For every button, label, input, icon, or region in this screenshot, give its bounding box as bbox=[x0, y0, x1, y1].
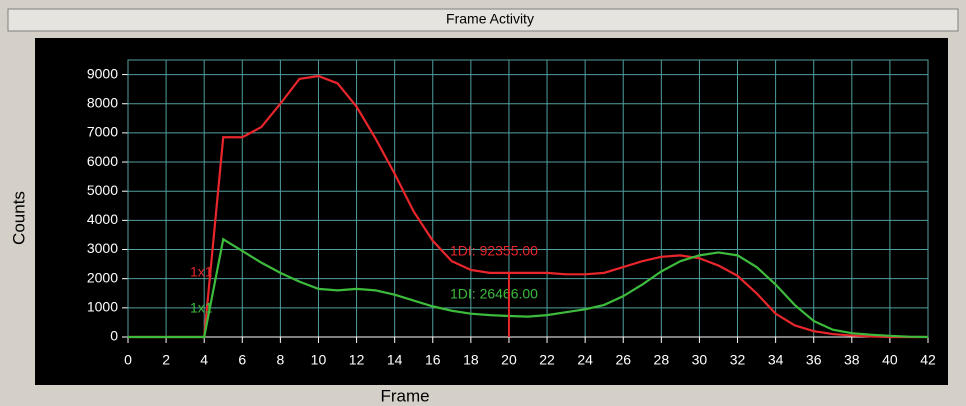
x-tick-label: 4 bbox=[200, 352, 208, 368]
x-tick-label: 36 bbox=[806, 352, 822, 368]
x-tick-label: 2 bbox=[162, 352, 170, 368]
y-tick-label: 9000 bbox=[87, 65, 118, 81]
series-annotation: 1DI: 26466.00 bbox=[450, 286, 538, 302]
x-tick-label: 24 bbox=[577, 352, 593, 368]
x-tick-label: 8 bbox=[276, 352, 284, 368]
x-tick-label: 26 bbox=[615, 352, 631, 368]
x-tick-label: 6 bbox=[238, 352, 246, 368]
y-tick-label: 2000 bbox=[87, 269, 118, 285]
series-annotation: 1DI: 92355.00 bbox=[450, 243, 538, 259]
x-tick-label: 28 bbox=[654, 352, 670, 368]
x-tick-label: 0 bbox=[124, 352, 132, 368]
x-tick-label: 12 bbox=[349, 352, 365, 368]
y-tick-label: 5000 bbox=[87, 182, 118, 198]
series-name: 1x1 bbox=[190, 300, 213, 316]
x-tick-label: 14 bbox=[387, 352, 403, 368]
y-tick-label: 0 bbox=[110, 328, 118, 344]
y-tick-label: 4000 bbox=[87, 211, 118, 227]
y-tick-label: 8000 bbox=[87, 94, 118, 110]
y-tick-label: 6000 bbox=[87, 153, 118, 169]
x-tick-label: 20 bbox=[501, 352, 517, 368]
plot-background bbox=[35, 38, 948, 385]
series-line bbox=[128, 237, 929, 339]
x-tick-label: 16 bbox=[425, 352, 441, 368]
x-tick-label: 22 bbox=[539, 352, 555, 368]
series-line bbox=[128, 74, 928, 339]
x-tick-label: 42 bbox=[920, 352, 936, 368]
y-tick-label: 7000 bbox=[87, 124, 118, 140]
x-tick-label: 32 bbox=[730, 352, 746, 368]
chart-title: Frame Activity bbox=[446, 11, 534, 27]
y-tick-label: 1000 bbox=[87, 299, 118, 315]
series-name: 1x1 bbox=[190, 264, 213, 280]
x-tick-label: 18 bbox=[463, 352, 479, 368]
x-tick-label: 40 bbox=[882, 352, 898, 368]
y-tick-label: 3000 bbox=[87, 240, 118, 256]
y-axis-label: Counts bbox=[9, 191, 28, 245]
x-axis-label: Frame bbox=[380, 386, 429, 405]
title-bar bbox=[7, 8, 959, 32]
x-tick-label: 38 bbox=[844, 352, 860, 368]
x-tick-label: 10 bbox=[311, 352, 327, 368]
x-tick-label: 30 bbox=[692, 352, 708, 368]
x-tick-label: 34 bbox=[768, 352, 784, 368]
